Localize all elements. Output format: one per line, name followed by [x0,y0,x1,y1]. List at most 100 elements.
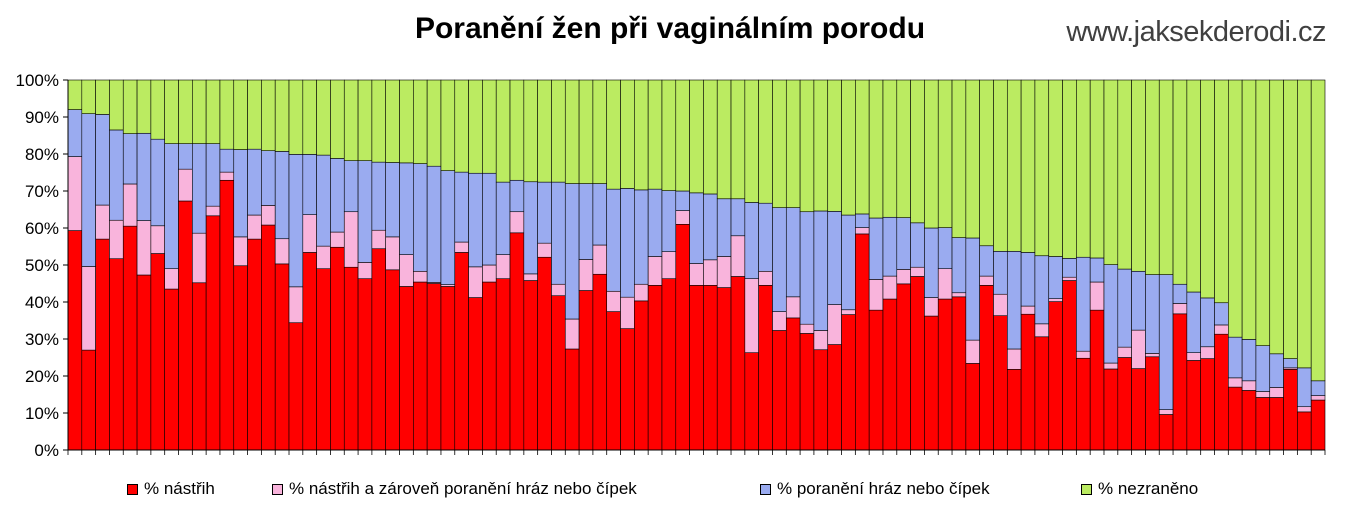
bar-segment-nezraneno-16 [274,79,290,152]
bar-segment-nastrih-24 [385,269,400,451]
bar-segment-nezraneno-47 [703,79,718,195]
bar-segment-poraneni-27 [426,165,442,283]
bar-segment-nastrih-a-poraneni-60 [882,275,898,300]
bar-segment-nastrih-a-poraneni-13 [233,236,248,267]
bar-segment-nezraneno-72 [1048,79,1063,257]
bar-segment-nezraneno-76 [1103,79,1119,265]
bar-segment-poraneni-16 [274,151,290,240]
bar-segment-nezraneno-32 [495,79,511,183]
bar-segment-nastrih-a-poraneni-58 [855,227,870,235]
bar-segment-poraneni-51 [758,202,773,272]
bar-segment-nezraneno-84 [1214,79,1229,304]
bar-segment-nastrih-a-poraneni-84 [1214,324,1229,335]
bar-segment-nezraneno-44 [661,79,677,191]
bar-segment-nastrih-26 [413,281,428,451]
bar-segment-poraneni-30 [468,172,483,268]
bar-segment-nezraneno-63 [924,79,939,229]
legend-label-nastrih: % nástřih [144,479,215,498]
bar-segment-poraneni-47 [703,193,718,261]
bar-segment-nastrih-11 [205,215,221,451]
bar-segment-nastrih-1 [67,230,83,451]
bar-segment-nezraneno-81 [1172,79,1188,285]
bar-segment-nastrih-a-poraneni-62 [910,266,925,277]
bar-segment-nezraneno-86 [1241,79,1257,340]
bar-segment-nezraneno-87 [1255,79,1271,346]
bar-segment-nastrih-a-poraneni-82 [1186,352,1201,361]
bar-segment-nezraneno-91 [1310,79,1326,382]
bar-segment-poraneni-52 [772,207,787,312]
bar-segment-nastrih-71 [1034,336,1050,451]
legend: % nástřih % nástřih a zároveň poranění h… [0,479,1348,503]
bar-segment-nastrih-a-poraneni-76 [1103,362,1119,370]
bar-segment-nastrih-a-poraneni-56 [827,304,842,345]
bar-segment-poraneni-23 [371,161,387,231]
bar-segment-nastrih-a-poraneni-34 [523,273,538,281]
bar-segment-nastrih-a-poraneni-41 [620,296,635,329]
bar-segment-poraneni-34 [523,181,538,275]
bar-segment-poraneni-2 [81,113,96,267]
bar-segment-nastrih-72 [1048,301,1063,451]
bar-segment-nezraneno-62 [910,79,925,224]
bar-segment-nezraneno-2 [81,79,96,114]
bar-segment-nezraneno-22 [357,79,373,161]
bar-segment-nezraneno-35 [537,79,552,183]
bar-segment-poraneni-25 [399,162,414,255]
bar-segment-nastrih-a-poraneni-44 [661,251,677,279]
bar-segment-poraneni-83 [1200,297,1215,348]
bar-segment-nezraneno-46 [689,79,704,194]
bar-segment-nastrih-a-poraneni-18 [302,214,317,253]
bar-segment-nastrih-a-poraneni-52 [772,311,787,331]
bar-segment-nezraneno-64 [937,79,953,228]
bar-segment-nastrih-a-poraneni-54 [799,323,815,334]
bar-segment-nezraneno-56 [827,79,842,212]
legend-label-nastrih-a-poraneni: % nástřih a zároveň poranění hráz nebo č… [289,479,637,498]
bar-segment-nastrih-60 [882,298,898,451]
bar-segment-poraneni-53 [785,207,801,298]
bar-segment-nastrih-a-poraneni-16 [274,238,290,265]
bar-segment-nezraneno-54 [799,79,815,213]
bar-segment-poraneni-32 [495,181,511,255]
bar-segment-nastrih-a-poraneni-73 [1062,276,1077,281]
bar-segment-nezraneno-77 [1117,79,1132,270]
bar-segment-nastrih-41 [620,328,635,451]
bar-segment-poraneni-29 [454,171,469,243]
bar-segment-nastrih-52 [772,330,787,451]
bar-segment-poraneni-48 [716,198,732,257]
bar-segment-nastrih-17 [288,322,304,451]
bar-segment-poraneni-12 [219,148,235,173]
bar-segment-poraneni-8 [164,143,179,269]
bar-segment-nezraneno-9 [178,79,193,144]
bar-segment-nezraneno-3 [95,79,110,115]
bar-segment-nastrih-70 [1020,313,1036,451]
bar-segment-poraneni-21 [343,160,359,213]
bar-segment-nastrih-a-poraneni-30 [468,266,483,298]
bar-segment-poraneni-36 [551,181,566,285]
bar-segment-nastrih-a-poraneni-5 [122,183,138,227]
bar-segment-nezraneno-23 [371,79,387,163]
bar-segment-nezraneno-17 [288,79,304,155]
bar-segment-nastrih-a-poraneni-87 [1255,391,1271,398]
bar-segment-nezraneno-49 [730,79,746,200]
bar-segment-nastrih-32 [495,278,511,451]
bar-segment-nastrih-a-poraneni-68 [993,293,1008,316]
bar-segment-poraneni-17 [288,154,304,288]
bar-segment-nastrih-a-poraneni-63 [924,297,939,317]
bar-segment-nastrih-a-poraneni-48 [716,256,732,288]
bar-segment-nastrih-38 [578,290,594,451]
bar-segment-nastrih-59 [868,309,884,451]
bar-segment-nastrih-a-poraneni-67 [979,275,994,286]
bar-segment-nastrih-76 [1103,368,1119,451]
bar-segment-poraneni-44 [661,190,677,252]
bar-segment-poraneni-42 [634,189,649,285]
bar-segment-nastrih-5 [122,225,138,451]
bar-segment-nastrih-a-poraneni-23 [371,229,387,250]
bar-segment-poraneni-28 [440,170,456,285]
bar-segment-nastrih-37 [564,348,580,451]
y-tick-label: 70% [25,182,59,201]
bar-segment-nastrih-50 [744,352,759,451]
bar-segment-poraneni-84 [1214,302,1229,326]
bar-segment-poraneni-50 [744,202,759,279]
bar-segment-nezraneno-29 [454,79,469,173]
bar-segment-nastrih-30 [468,297,483,451]
